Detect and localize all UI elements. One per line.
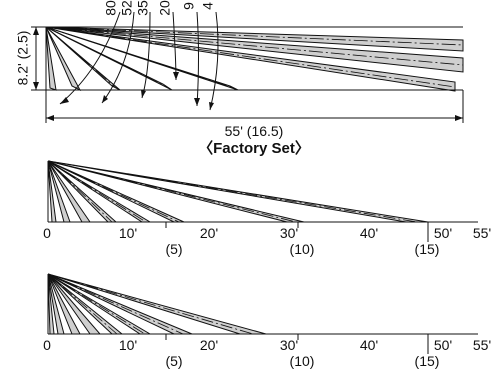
zone-band (45, 26, 456, 92)
meter-label-10: (10) (290, 353, 315, 369)
meter-label-10: (10) (290, 241, 315, 257)
angle-label-9: 9 (181, 2, 197, 10)
tick-label-30: 30' (280, 337, 298, 353)
tick-label-0: 0 (43, 337, 51, 353)
meter-label-5: (5) (165, 353, 182, 369)
angle-label-4: 4 (200, 2, 216, 10)
length-label: 55' (16.5) (225, 123, 284, 139)
tick-label-30: 30' (280, 225, 298, 241)
tick-label-55: 55' (473, 225, 491, 241)
tick-label-50: 50' (434, 337, 452, 353)
tick-label-10: 10' (119, 225, 137, 241)
tick-label-55: 55' (473, 337, 491, 353)
tick-label-40: 40' (360, 337, 378, 353)
tick-label-40: 40' (360, 225, 378, 241)
tick-label-20: 20' (200, 225, 218, 241)
meter-label-5: (5) (165, 241, 182, 257)
middle-side-view: 0 10' 20' 30' 40' 50' 55' (5) (10) (15) (43, 160, 491, 257)
zone-band (47, 160, 305, 223)
tick-label-50: 50' (434, 225, 452, 241)
tick-label-10: 10' (119, 337, 137, 353)
zone-center-lines (47, 273, 254, 335)
tick-label-0: 0 (43, 225, 51, 241)
zone-center-lines (47, 160, 418, 223)
zone-band (45, 26, 57, 91)
factory-set-label: 〈Factory Set〉 (198, 139, 310, 157)
height-label: 8.2' (2.5) (15, 31, 31, 86)
axis-ticks (165, 334, 429, 354)
angle-label-80: 80 (103, 0, 119, 16)
top-side-view: 8.2' (2.5) 80 52 35 20 9 4 55' (1 (15, 0, 464, 139)
angle-label-35: 35 (135, 0, 151, 16)
angle-arrowheads (60, 72, 214, 110)
bottom-side-view: 0 10' 20' 30' 40' 50' 55' (5) (10) (15) (43, 273, 491, 369)
zone-band (45, 26, 464, 52)
angle-label-20: 20 (157, 0, 173, 16)
meter-label-15: (15) (415, 353, 440, 369)
meter-label-15: (15) (415, 241, 440, 257)
zone-center-lines (45, 26, 464, 89)
axis-ticks (165, 222, 429, 242)
angle-label-52: 52 (119, 0, 135, 16)
tick-label-20: 20' (200, 337, 218, 353)
